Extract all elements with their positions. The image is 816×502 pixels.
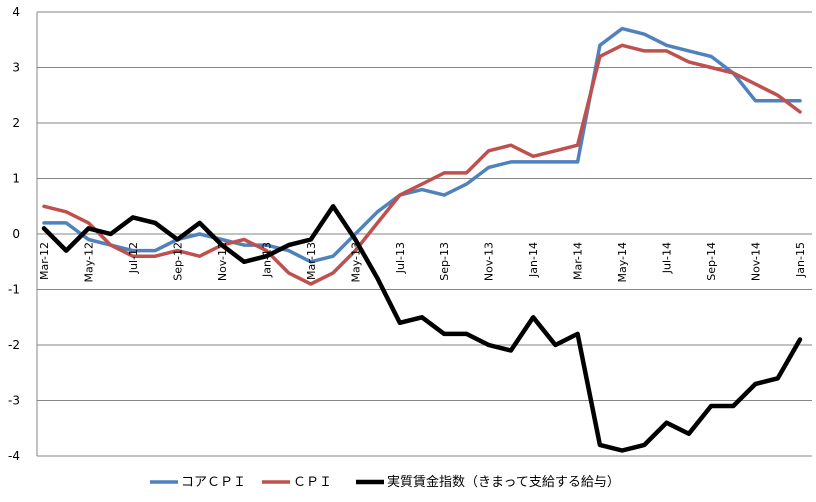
series-line-2: [42, 43, 802, 286]
y-tick-label: 2: [12, 116, 20, 130]
legend-label: コアＣＰＩ: [181, 475, 246, 490]
x-tick-label: Sep-14: [705, 242, 718, 281]
x-tick-label: Jan-13: [260, 242, 273, 278]
x-tick-label: Mar-12: [38, 242, 51, 280]
x-tick-label: Mar-13: [305, 242, 318, 280]
x-tick-label: Jan-14: [527, 242, 540, 278]
y-tick-label: -2: [8, 338, 20, 352]
legend: コアＣＰＩ ＣＰＩ 実質賃金指数（きまって支給する給与）: [150, 474, 620, 490]
y-tick-label: -1: [8, 283, 20, 297]
series-lines: [41, 26, 803, 453]
x-tick-label: May-12: [82, 242, 95, 283]
series-line-1: [42, 26, 802, 264]
y-tick-label: 0: [12, 227, 20, 241]
x-tick-label: Jul-13: [394, 242, 407, 274]
x-tick-label: Jul-12: [127, 242, 140, 274]
x-tick-label: Jul-14: [661, 242, 674, 274]
x-tick-label: May-13: [349, 242, 362, 283]
gridlines: [36, 11, 812, 457]
x-tick-label: Sep-12: [171, 242, 184, 281]
legend-label: 実質賃金指数（きまって支給する給与）: [387, 474, 620, 490]
legend-label: ＣＰＩ: [293, 475, 332, 490]
x-tick-label: Nov-12: [216, 242, 229, 281]
y-tick-label: -4: [8, 449, 20, 463]
y-tick-label: 3: [12, 61, 20, 75]
y-tick-label: 1: [12, 172, 20, 186]
x-tick-label: May-14: [616, 242, 629, 283]
x-tick-label: Nov-14: [750, 242, 763, 281]
y-axis-tick-labels: 4 3 2 1 0 -1 -2 -3 -4: [8, 5, 20, 463]
series-line-3: [41, 204, 803, 453]
x-axis-tick-labels: Mar-12 May-12 Jul-12 Sep-12 Nov-12 Jan-13 Mar-…: [38, 242, 807, 283]
x-tick-label: Jan-15: [794, 242, 807, 278]
x-tick-label: Sep-13: [438, 242, 451, 281]
y-tick-label: 4: [12, 5, 20, 19]
x-tick-label: Mar-14: [572, 242, 585, 280]
x-tick-label: Nov-13: [483, 242, 496, 281]
y-tick-label: -3: [8, 394, 20, 408]
